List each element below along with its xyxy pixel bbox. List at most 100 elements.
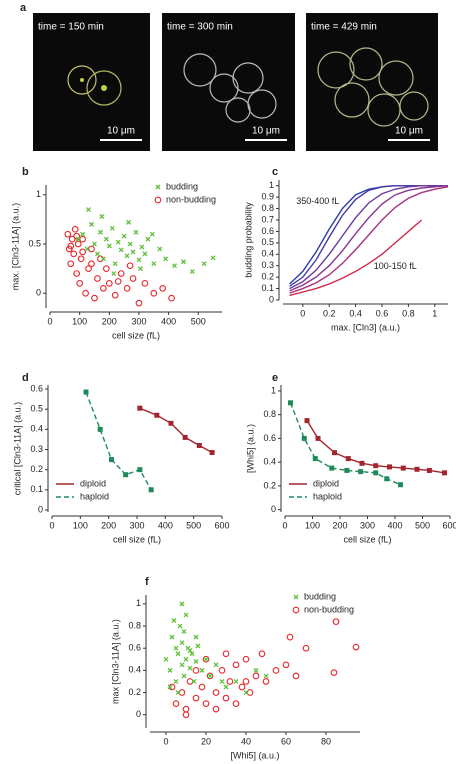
point: [99, 214, 105, 219]
point: [159, 284, 167, 292]
point: [86, 207, 92, 213]
point: [64, 230, 72, 238]
point: [67, 242, 75, 250]
point: [136, 257, 142, 263]
point: [173, 645, 179, 651]
point: [129, 275, 137, 282]
point: [330, 669, 338, 676]
y-tick-label: 0.2: [128, 687, 141, 697]
point: [252, 672, 260, 680]
y-tick-label: 0.9: [261, 192, 274, 202]
point: [186, 678, 194, 685]
point: [400, 465, 406, 471]
x-tick-label: 300: [131, 316, 146, 326]
x-tick-label: 80: [321, 736, 331, 746]
point: [103, 236, 109, 242]
point: [226, 678, 234, 685]
point: [302, 644, 310, 652]
point: [105, 280, 113, 287]
x-tick-label: 400: [161, 316, 176, 326]
point: [73, 232, 81, 240]
point: [124, 253, 130, 259]
y-axis-label: [Whi5] (a.u.): [245, 424, 255, 473]
y-tick-label: 0.6: [128, 643, 141, 653]
point: [187, 665, 193, 671]
point: [94, 275, 101, 282]
point: [178, 689, 186, 696]
point: [151, 261, 157, 267]
point: [359, 460, 365, 466]
point: [183, 656, 189, 662]
legend-label: diploid: [313, 478, 339, 488]
point: [115, 239, 121, 245]
x-tick-label: 0: [47, 316, 52, 326]
point: [163, 656, 169, 662]
point: [97, 229, 103, 235]
point: [258, 650, 266, 658]
point: [91, 294, 98, 302]
point: [332, 618, 340, 625]
point: [282, 661, 290, 669]
point: [92, 241, 97, 247]
y-tick-label: 0.5: [30, 404, 43, 414]
point: [154, 412, 160, 418]
point: [133, 229, 139, 235]
legend-label: non-budding: [304, 604, 354, 614]
y-tick-label: 0.6: [261, 226, 274, 236]
point: [175, 651, 181, 657]
x-tick-label: 400: [387, 520, 402, 530]
y-tick-label: 0.2: [261, 272, 274, 282]
x-tick-label: 600: [214, 520, 229, 530]
point: [106, 243, 112, 249]
x-tick-label: 0: [300, 308, 305, 318]
point: [398, 482, 403, 488]
point: [213, 662, 219, 668]
point: [109, 457, 114, 463]
point: [232, 700, 240, 707]
point: [114, 278, 122, 285]
panel-letter: c: [272, 166, 278, 178]
line: [289, 402, 401, 486]
point: [137, 266, 143, 272]
y-tick-label: 0.8: [261, 203, 274, 213]
point: [189, 269, 195, 275]
x-tick-label: 400: [158, 520, 173, 530]
y-tick-label: 0.4: [30, 424, 43, 434]
point: [182, 711, 190, 719]
point: [180, 259, 186, 265]
y-tick-label: 0.1: [261, 283, 274, 293]
point: [145, 236, 151, 242]
point: [219, 678, 225, 684]
point: [187, 647, 193, 653]
point: [192, 694, 200, 702]
x-tick-label: 40: [241, 736, 251, 746]
y-tick-label: 0: [269, 294, 274, 304]
y-tick-label: 0.8: [263, 409, 276, 419]
point: [137, 405, 143, 411]
point: [182, 705, 190, 713]
point: [117, 270, 125, 277]
point: [130, 249, 136, 255]
x-tick-label: 200: [101, 520, 116, 530]
point: [242, 678, 250, 685]
point: [172, 263, 178, 269]
point: [149, 231, 155, 237]
y-axis-label: max [Cln3-11A] (a.u.): [110, 619, 120, 704]
x-tick-label: 200: [102, 316, 117, 326]
point: [123, 472, 129, 478]
point: [123, 284, 131, 292]
point: [191, 678, 197, 684]
x-tick-label: 100: [72, 316, 87, 326]
scale-bar-label: 10 μm: [395, 126, 423, 137]
point: [76, 280, 84, 287]
point: [121, 233, 127, 239]
point: [179, 640, 185, 646]
point: [83, 389, 89, 395]
image-caption: time = 300 min: [167, 22, 233, 33]
point: [94, 251, 100, 257]
point: [414, 466, 420, 472]
line: [289, 185, 449, 292]
point: [126, 262, 134, 270]
point: [358, 469, 364, 475]
